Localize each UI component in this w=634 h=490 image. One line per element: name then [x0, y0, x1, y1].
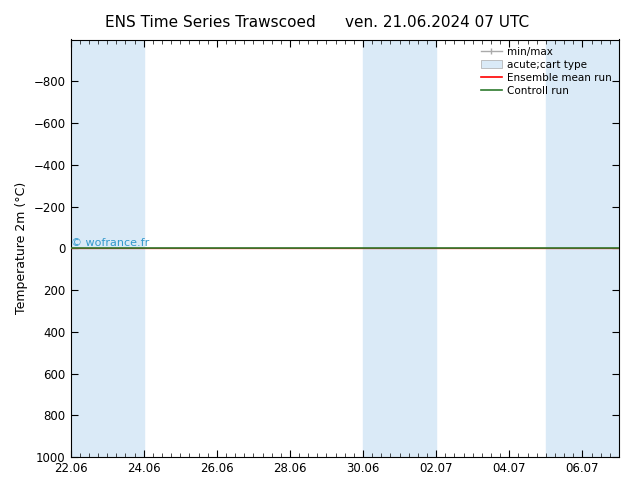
Bar — [70, 40, 107, 457]
Y-axis label: Temperature 2m (°C): Temperature 2m (°C) — [15, 182, 28, 315]
Bar — [583, 40, 619, 457]
Bar — [107, 40, 144, 457]
Legend: min/max, acute;cart type, Ensemble mean run, Controll run: min/max, acute;cart type, Ensemble mean … — [477, 43, 616, 100]
Bar — [546, 40, 583, 457]
Bar — [363, 40, 399, 457]
Text: ENS Time Series Trawscoed      ven. 21.06.2024 07 UTC: ENS Time Series Trawscoed ven. 21.06.202… — [105, 15, 529, 30]
Text: © wofrance.fr: © wofrance.fr — [71, 238, 150, 248]
Bar — [399, 40, 436, 457]
